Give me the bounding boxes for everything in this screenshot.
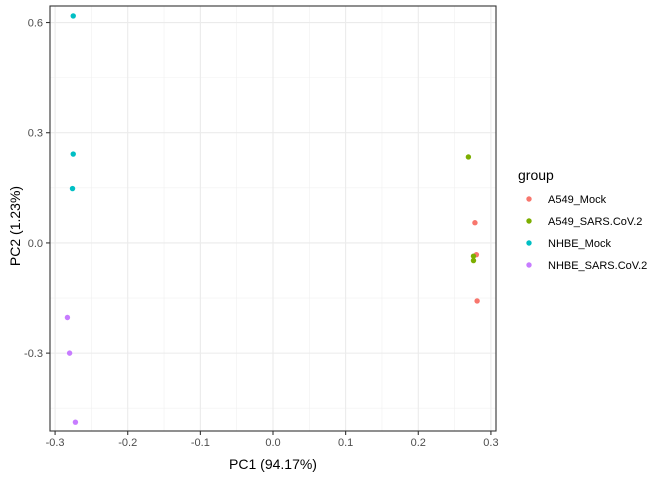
x-axis: -0.3 -0.2 -0.1 0.0 0.1 0.2 0.3	[46, 431, 499, 449]
x-tick-label: 0.2	[411, 437, 426, 449]
data-point-nhbe-mock	[70, 13, 76, 19]
data-point-nhbe-sars-cov-2	[64, 314, 71, 321]
legend-label: A549_Mock	[548, 194, 607, 206]
legend-key-a549-mock	[526, 196, 532, 202]
y-axis-label: PC2 (1.23%)	[7, 186, 23, 266]
y-tick-label: 0.0	[28, 238, 43, 250]
legend-key-a549-sars-cov-2	[526, 218, 532, 224]
legend-key-nhbe-mock	[526, 240, 532, 246]
data-point-a549-mock	[474, 298, 480, 304]
data-point-nhbe-sars-cov-2	[72, 419, 79, 425]
legend-label: NHBE_SARS.CoV.2	[548, 260, 647, 272]
y-axis: -0.3 0.0 0.3 0.6	[24, 18, 50, 360]
x-axis-label: PC1 (94.17%)	[229, 456, 317, 472]
data-point-nhbe-sars-cov-2	[66, 350, 73, 356]
plot-panel	[49, 5, 497, 432]
x-tick-label: -0.1	[191, 437, 210, 449]
legend-label: A549_SARS.CoV.2	[548, 216, 642, 228]
y-tick-label: -0.3	[24, 348, 43, 360]
x-tick-label: 0.0	[265, 437, 280, 449]
x-tick-label: 0.3	[483, 437, 498, 449]
data-point-a549-sars-cov-2	[465, 154, 472, 160]
x-tick-label: -0.3	[46, 437, 65, 449]
data-point-nhbe-mock	[70, 151, 76, 157]
y-tick-label: 0.6	[28, 18, 43, 30]
x-tick-label: 0.1	[338, 437, 353, 449]
legend-title: group	[518, 167, 554, 183]
data-point-nhbe-mock	[69, 185, 76, 192]
data-point-a549-sars-cov-2	[470, 257, 477, 264]
legend-key-nhbe-sars-cov-2	[526, 262, 532, 268]
data-point-a549-sars-cov-2	[470, 253, 477, 259]
legend: group A549_Mock A549_SARS.CoV.2 NHBE_Mock N…	[518, 167, 647, 272]
x-tick-label: -0.2	[118, 437, 137, 449]
legend-label: NHBE_Mock	[548, 238, 611, 250]
data-point-a549-mock	[472, 220, 478, 226]
y-tick-label: 0.3	[28, 128, 43, 140]
